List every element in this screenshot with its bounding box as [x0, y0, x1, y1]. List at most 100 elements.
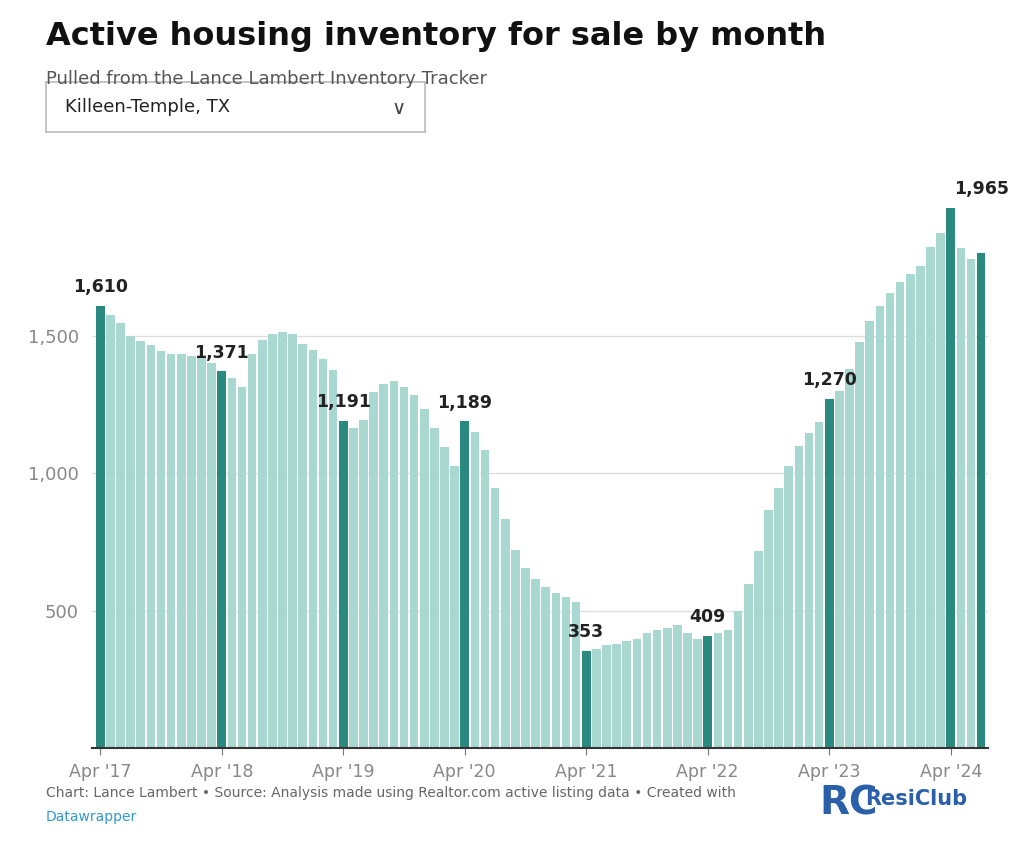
Bar [724, 631, 732, 748]
Bar [501, 518, 510, 748]
Bar [571, 603, 581, 748]
Text: 1,191: 1,191 [315, 394, 371, 411]
Text: 1,965: 1,965 [953, 180, 1009, 198]
Bar [511, 550, 519, 748]
Bar [471, 432, 479, 748]
Text: Datawrapper: Datawrapper [46, 810, 137, 824]
Bar [845, 370, 854, 748]
Bar [349, 428, 357, 748]
Bar [906, 274, 914, 748]
Bar [552, 592, 560, 748]
Bar [683, 633, 692, 748]
Bar [258, 340, 266, 748]
Bar [238, 387, 247, 748]
Bar [420, 409, 428, 748]
Bar [582, 651, 591, 748]
Bar [916, 266, 925, 748]
Bar [876, 306, 884, 748]
Text: Pulled from the Lance Lambert Inventory Tracker: Pulled from the Lance Lambert Inventory … [46, 70, 487, 88]
Bar [562, 597, 570, 748]
Bar [430, 428, 438, 748]
Text: RC: RC [819, 785, 878, 822]
Bar [926, 246, 935, 748]
Bar [542, 587, 550, 748]
Bar [946, 208, 955, 748]
Bar [754, 551, 763, 748]
Bar [795, 446, 803, 748]
Text: 1,189: 1,189 [437, 394, 493, 411]
Bar [157, 351, 165, 748]
Bar [886, 293, 894, 748]
Text: 1,270: 1,270 [802, 371, 857, 389]
Bar [956, 248, 966, 748]
Bar [663, 627, 672, 748]
Bar [774, 488, 783, 748]
Bar [308, 349, 317, 748]
Text: 353: 353 [568, 623, 604, 642]
Text: Killeen-Temple, TX: Killeen-Temple, TX [66, 98, 230, 116]
Bar [268, 334, 276, 748]
Bar [146, 345, 156, 748]
Bar [318, 360, 328, 748]
Bar [370, 392, 378, 748]
Bar [198, 356, 206, 748]
Bar [521, 568, 529, 748]
Bar [784, 466, 793, 748]
Bar [764, 509, 773, 748]
Bar [743, 584, 753, 748]
Text: Active housing inventory for sale by month: Active housing inventory for sale by mon… [46, 21, 826, 52]
Bar [896, 282, 904, 748]
Bar [693, 639, 701, 748]
Bar [703, 636, 712, 748]
Bar [855, 342, 864, 748]
Bar [187, 356, 196, 748]
Bar [714, 633, 722, 748]
Text: 1,371: 1,371 [195, 343, 249, 362]
Bar [227, 378, 237, 748]
Text: ResiClub: ResiClub [865, 789, 968, 809]
Bar [734, 611, 742, 748]
Bar [602, 645, 610, 748]
Bar [207, 363, 216, 748]
Text: 1,610: 1,610 [73, 278, 128, 296]
Bar [451, 467, 459, 748]
Bar [389, 381, 398, 748]
Bar [289, 334, 297, 748]
Bar [177, 354, 185, 748]
Bar [248, 354, 256, 748]
Bar [977, 253, 985, 748]
Bar [339, 421, 347, 748]
Bar [480, 450, 489, 748]
Bar [825, 399, 834, 748]
Bar [440, 447, 449, 748]
Bar [612, 644, 621, 748]
Bar [967, 259, 975, 748]
Bar [298, 344, 307, 748]
Bar [936, 233, 945, 748]
Bar [217, 371, 226, 748]
Bar [623, 642, 631, 748]
Bar [633, 638, 641, 748]
Bar [167, 354, 175, 748]
Text: ∨: ∨ [391, 99, 406, 117]
Bar [380, 384, 388, 748]
Bar [531, 579, 540, 748]
Bar [835, 391, 844, 748]
Bar [805, 433, 813, 748]
Text: Chart: Lance Lambert • Source: Analysis made using Realtor.com active listing da: Chart: Lance Lambert • Source: Analysis … [46, 786, 736, 800]
Bar [592, 649, 601, 748]
Bar [329, 371, 338, 748]
Bar [399, 387, 409, 748]
Bar [643, 633, 651, 748]
Bar [136, 342, 145, 748]
Bar [461, 422, 469, 748]
Bar [116, 324, 125, 748]
Bar [126, 336, 135, 748]
Bar [673, 625, 682, 748]
Bar [815, 422, 823, 748]
Bar [96, 306, 104, 748]
Bar [410, 395, 419, 748]
Bar [865, 320, 874, 748]
Bar [106, 315, 115, 748]
Text: 409: 409 [689, 608, 726, 626]
